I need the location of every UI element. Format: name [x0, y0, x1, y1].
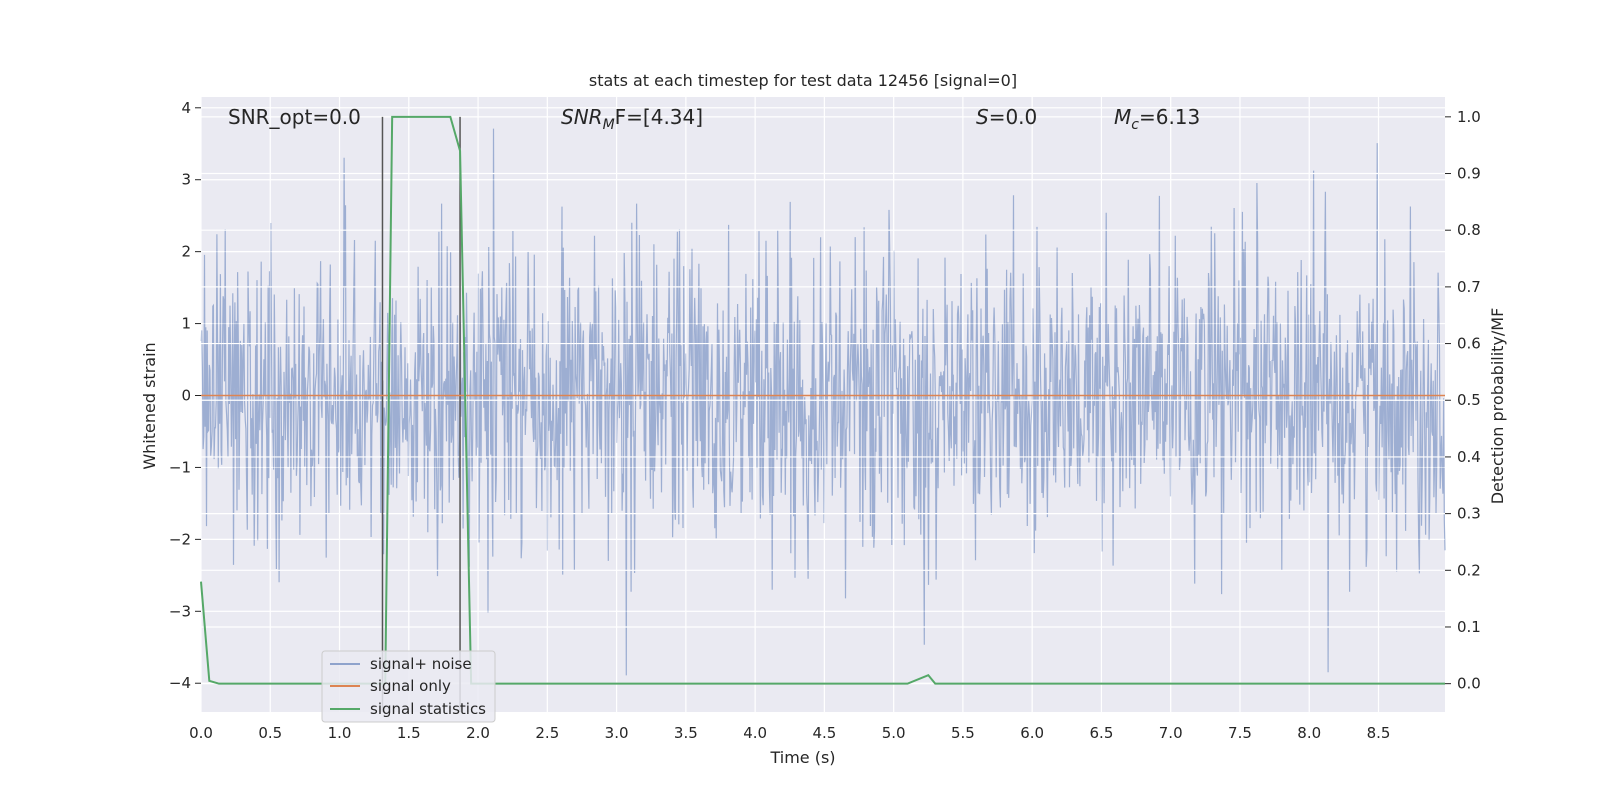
legend-label-signal-statistics: signal statistics — [370, 700, 486, 718]
x-ticks: 0.0 0.5 1.0 1.5 2.0 2.5 3.0 3.5 4.0 4.5 5.0 5.5 6.0 6… — [189, 724, 1390, 742]
x-tick-label: 0.5 — [258, 724, 282, 742]
legend-label-signal-only: signal only — [370, 677, 451, 695]
x-tick-label: 1.0 — [328, 724, 352, 742]
y-tick-label-left: 0 — [181, 387, 191, 405]
y-tick-label-right: 0.2 — [1457, 561, 1481, 579]
y-ticks-right: 0.0 0.1 0.2 0.3 0.4 0.5 0.6 0.7 0.8 0.9 1.0 — [1445, 108, 1481, 693]
y-axis-label-left: Whitened strain — [140, 342, 159, 469]
series-signal-statistics — [200, 115, 1445, 685]
x-tick-label: 2.5 — [535, 724, 559, 742]
annotation-mc-sub: c — [1131, 117, 1139, 133]
annotation-snr-mf-sub: M — [603, 117, 615, 133]
y-tick-label-left: 3 — [181, 171, 191, 189]
x-tick-label: 7.5 — [1228, 724, 1252, 742]
annotation-s-main: S — [976, 105, 989, 129]
annotation-snr-opt: SNR_opt=0.0 — [228, 105, 361, 129]
x-tick-label: 6.0 — [1020, 724, 1044, 742]
y-tick-label-left: −4 — [169, 674, 191, 692]
chart-title: stats at each timestep for test data 124… — [589, 71, 1017, 90]
x-tick-label: 3.5 — [674, 724, 698, 742]
y-tick-label-left: 2 — [181, 243, 191, 261]
x-tick-label: 1.5 — [397, 724, 421, 742]
x-tick-label: 4.0 — [743, 724, 767, 742]
y-tick-label-right: 0.5 — [1457, 391, 1481, 409]
x-tick-label: 5.5 — [951, 724, 975, 742]
x-tick-label: 3.0 — [605, 724, 629, 742]
x-tick-label: 8.5 — [1367, 724, 1391, 742]
y-tick-label-right: 1.0 — [1457, 108, 1481, 126]
x-axis-label: Time (s) — [769, 748, 835, 767]
y-tick-label-right: 0.8 — [1457, 221, 1481, 239]
y-tick-label-right: 0.1 — [1457, 618, 1481, 636]
legend-box — [321, 650, 496, 723]
y-tick-label-left: 1 — [181, 315, 191, 333]
annotation-s-tail: =0.0 — [989, 105, 1038, 129]
y-tick-label-left: 4 — [181, 99, 191, 117]
y-tick-label-right: 0.7 — [1457, 278, 1481, 296]
x-tick-label: 4.5 — [812, 724, 836, 742]
annotation-mc-main: M — [1114, 105, 1131, 129]
annotation-snr-mf: SNRMF=[4.34] — [561, 105, 703, 133]
vertical-markers — [381, 116, 461, 712]
legend: signal+ noise signal only signal statist… — [321, 650, 496, 723]
legend-label-signal-noise: signal+ noise — [370, 655, 472, 673]
x-tick-label: 2.0 — [466, 724, 490, 742]
annotation-mc-tail: =6.13 — [1139, 105, 1200, 129]
annotation-mc: Mc=6.13 — [1114, 105, 1200, 133]
y-tick-label-left: −1 — [169, 458, 191, 476]
y-ticks-left: −4 −3 −2 −1 0 1 2 3 4 — [169, 99, 201, 692]
line-series — [200, 115, 1445, 685]
y-tick-label-right: 0.0 — [1457, 675, 1481, 693]
y-axis-label-right: Detection probability/MF — [1488, 308, 1507, 505]
annotation-snr-mf-main: SNR — [561, 105, 603, 129]
y-tick-label-right: 0.6 — [1457, 335, 1481, 353]
x-tick-label: 0.0 — [189, 724, 213, 742]
x-tick-label: 8.0 — [1297, 724, 1321, 742]
y-tick-label-left: −3 — [169, 602, 191, 620]
x-tick-label: 7.0 — [1159, 724, 1183, 742]
y-tick-label-right: 0.9 — [1457, 165, 1481, 183]
x-tick-label: 6.5 — [1090, 724, 1114, 742]
annotation-snr-mf-tail: F=[4.34] — [615, 105, 703, 129]
x-tick-label: 5.0 — [882, 724, 906, 742]
annotation-s: S=0.0 — [976, 105, 1037, 129]
y-tick-label-left: −2 — [169, 530, 191, 548]
y-tick-label-right: 0.4 — [1457, 448, 1481, 466]
y-tick-label-right: 0.3 — [1457, 505, 1481, 523]
